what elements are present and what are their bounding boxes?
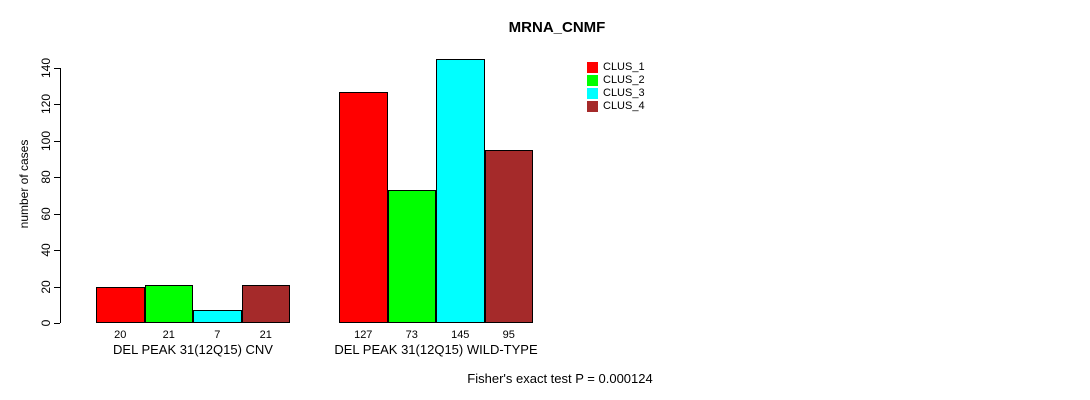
legend-swatch-clus_3 [587,88,598,99]
bar-value-label: 7 [214,329,221,341]
bar-value-label: 20 [114,329,127,341]
legend-row: CLUS_4 [587,101,645,112]
x-group-label: DEL PEAK 31(12Q15) CNV [113,342,273,357]
legend-swatch-clus_4 [587,101,598,112]
legend: CLUS_1 CLUS_2 CLUS_3 CLUS_4 [587,62,645,114]
bar-value-label: 127 [354,329,373,341]
bar-value-label: 21 [162,329,175,341]
bar-clus_2-group2 [387,190,436,323]
y-tick-mark [54,141,60,142]
legend-swatch-clus_2 [587,75,598,86]
legend-swatch-clus_1 [587,62,598,73]
y-tick-mark [54,177,60,178]
bar-clus_3-group2 [436,59,485,323]
y-tick-mark [54,104,60,105]
bar-clus_3-group1 [193,310,242,323]
legend-row: CLUS_3 [587,88,645,99]
bar-value-label: 73 [405,329,418,341]
y-tick-label: 20 [39,280,53,294]
legend-label: CLUS_1 [603,61,645,73]
y-tick-label: 80 [39,170,53,184]
y-tick-label: 40 [39,243,53,257]
x-group-label: DEL PEAK 31(12Q15) WILD-TYPE [334,342,538,357]
y-tick-label: 140 [39,57,53,79]
legend-label: CLUS_3 [603,87,645,99]
legend-label: CLUS_2 [603,74,645,86]
bar-clus_2-group1 [144,285,193,323]
legend-row: CLUS_1 [587,62,645,73]
y-axis-line [60,68,61,323]
bar-value-label: 145 [451,329,470,341]
bar-clus_1-group2 [339,92,388,323]
y-tick-mark [54,214,60,215]
bar-clus_4-group2 [484,150,533,323]
y-tick-mark [54,323,60,324]
legend-label: CLUS_4 [603,100,645,112]
y-tick-label: 100 [39,130,53,152]
bar-clus_1-group1 [96,287,145,323]
bar-value-label: 95 [502,329,515,341]
bar-value-label: 21 [259,329,272,341]
y-tick-label: 0 [39,319,53,327]
bar-clus_4-group1 [241,285,290,323]
y-tick-label: 60 [39,207,53,221]
y-axis-label: number of cases [17,139,31,229]
annotation-text: Fisher's exact test P = 0.000124 [467,371,653,386]
y-tick-mark [54,68,60,69]
legend-row: CLUS_2 [587,75,645,86]
y-tick-mark [54,287,60,288]
y-tick-mark [54,250,60,251]
chart-title: MRNA_CNMF [508,19,606,36]
y-tick-label: 120 [39,93,53,115]
